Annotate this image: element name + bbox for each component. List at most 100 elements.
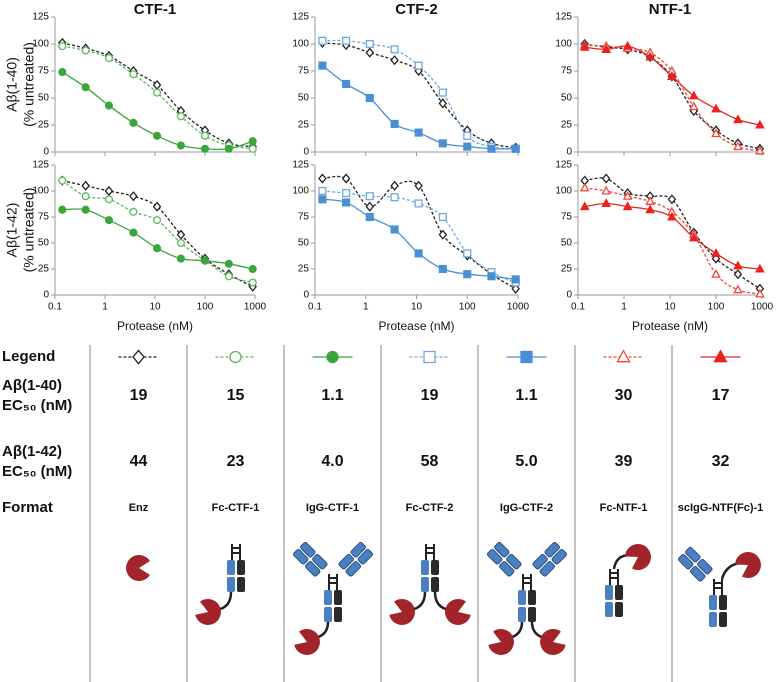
y-tick-label: 75: [561, 212, 573, 223]
data-point: [463, 270, 472, 279]
y-tick-label: 100: [32, 39, 49, 50]
y-tick-label: 25: [561, 264, 573, 275]
data-point: [645, 204, 655, 214]
y-tick-label: 0: [303, 290, 309, 301]
igg-ctf2-icon: [486, 541, 568, 659]
data-point: [463, 131, 472, 140]
data-point: [511, 144, 520, 153]
data-point: [414, 180, 423, 191]
y-tick-label: 50: [38, 93, 50, 104]
data-point: [152, 79, 162, 91]
x-axis-label: Protease (nM): [378, 319, 454, 333]
data-point: [733, 284, 743, 294]
data-point: [104, 53, 114, 63]
y-tick-label: 125: [292, 12, 309, 23]
data-point: [81, 83, 90, 92]
fit-line: [322, 198, 516, 281]
row-header: EC₅₀ (nM): [2, 397, 72, 414]
format-label: scIgG-NTF(Fc)-1: [678, 502, 764, 514]
y-axis-label: Aβ(1-40): [4, 57, 20, 112]
data-point: [153, 216, 162, 225]
data-point: [81, 46, 90, 55]
data-point: [390, 225, 399, 234]
y-tick-label: 125: [32, 12, 49, 23]
y-tick-label: 50: [561, 93, 573, 104]
y-tick-label: 125: [32, 160, 49, 171]
y-tick-label: 50: [561, 238, 573, 249]
y-tick-label: 0: [566, 147, 572, 158]
data-point: [248, 144, 257, 153]
x-axis-label: Protease (nM): [117, 319, 193, 333]
data-point: [390, 180, 399, 191]
x-tick-label: 100: [459, 302, 476, 313]
fit-line: [61, 180, 253, 284]
scigg-ntf1-icon: [677, 546, 766, 628]
fit-line: [584, 177, 761, 290]
ec50-value: 19: [421, 387, 439, 404]
data-point: [579, 201, 590, 211]
fit-line: [62, 42, 253, 148]
data-point: [645, 196, 655, 205]
data-point: [733, 114, 743, 124]
data-point: [365, 212, 374, 222]
data-point: [511, 275, 520, 284]
y-tick-label: 0: [303, 147, 309, 158]
data-point: [438, 139, 447, 148]
data-point: [341, 173, 351, 184]
x-tick-label: 0.1: [48, 302, 62, 313]
x-tick-label: 100: [708, 302, 725, 313]
data-point: [318, 195, 327, 204]
data-point: [342, 198, 351, 207]
x-tick-label: 1: [363, 302, 369, 313]
data-point: [129, 118, 138, 127]
data-point: [318, 61, 327, 70]
x-tick-label: 1000: [751, 302, 774, 313]
data-point: [755, 145, 765, 155]
data-point: [318, 186, 327, 196]
data-point: [622, 201, 633, 211]
data-point: [81, 205, 90, 214]
data-point: [365, 93, 374, 103]
data-point: [601, 185, 612, 195]
data-point: [711, 268, 721, 278]
data-point: [390, 119, 399, 128]
ec50-value: 17: [712, 387, 730, 404]
data-point: [248, 264, 257, 274]
data-point: [224, 144, 233, 153]
data-point: [390, 193, 399, 202]
format-label: Fc-CTF-1: [212, 502, 260, 514]
data-point: [390, 45, 399, 54]
ec50-value: 23: [227, 453, 245, 470]
data-point: [104, 195, 114, 204]
data-point: [152, 201, 162, 212]
row-header: Aβ(1-42): [2, 443, 62, 460]
data-point: [689, 101, 699, 111]
data-point: [733, 269, 743, 280]
data-point: [622, 190, 633, 200]
data-point: [129, 207, 138, 216]
data-point: [711, 253, 721, 264]
y-tick-label: 125: [555, 12, 572, 23]
format-label: Fc-NTF-1: [600, 502, 648, 514]
data-point: [414, 249, 423, 258]
data-point: [601, 198, 612, 208]
fit-line: [62, 179, 254, 288]
y-tick-label: 25: [298, 264, 310, 275]
data-point: [601, 173, 611, 184]
legend-marker: [423, 350, 436, 364]
ec50-value: 1.1: [321, 387, 343, 404]
data-point: [129, 70, 138, 79]
data-point: [711, 248, 721, 257]
data-point: [463, 142, 472, 151]
data-point: [58, 68, 67, 77]
y-tick-label: 100: [555, 39, 572, 50]
ec50-value: 5.0: [515, 453, 537, 470]
ec50-value: 39: [615, 453, 633, 470]
data-point: [365, 39, 374, 49]
data-point: [58, 42, 67, 51]
data-point: [711, 128, 721, 138]
data-point: [601, 44, 612, 53]
data-point: [438, 98, 448, 109]
y-tick-label: 75: [298, 212, 310, 223]
y-tick-label: 25: [38, 264, 50, 275]
